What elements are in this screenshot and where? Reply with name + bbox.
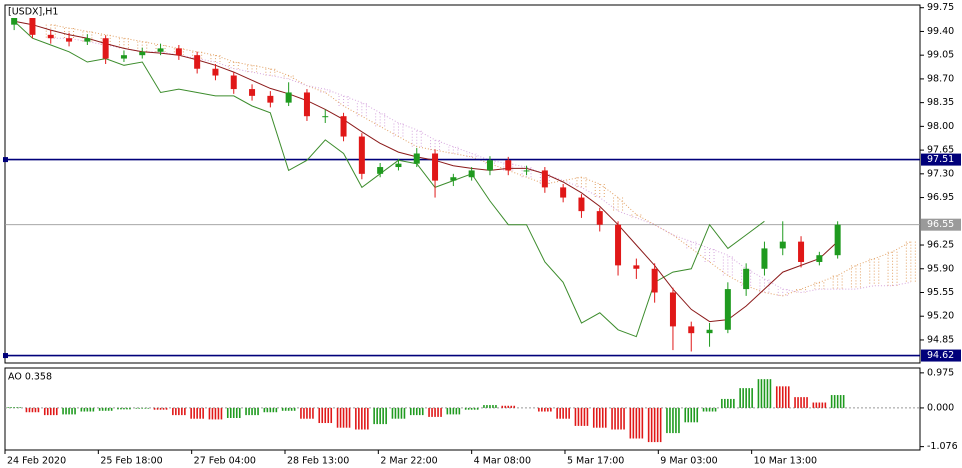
- x-tick-label: 4 Mar 08:00: [474, 456, 531, 467]
- candle-body: [11, 17, 18, 25]
- ao-panel-frame: [4, 367, 921, 451]
- indicator-line: [14, 20, 838, 323]
- indicator-line: [13, 20, 765, 338]
- candle-body: [706, 329, 713, 334]
- candle-body: [523, 170, 530, 172]
- x-tick-label: 9 Mar 03:00: [660, 456, 717, 467]
- x-tick-label: 10 Mar 13:00: [754, 456, 817, 467]
- candle-body: [413, 153, 420, 164]
- candle-body: [541, 170, 548, 188]
- y-tick-label: 99.75: [927, 2, 954, 13]
- y-tick-label: 98.70: [927, 73, 954, 84]
- y-tick-label: 95.90: [927, 263, 954, 274]
- candle-body: [669, 292, 676, 327]
- x-tick-label: 27 Feb 04:00: [194, 456, 256, 467]
- candle-body: [743, 268, 750, 290]
- last-price-label: 96.55: [927, 219, 954, 230]
- candle-body: [249, 89, 256, 96]
- candle-body: [834, 224, 841, 256]
- level-label: 94.62: [927, 350, 954, 361]
- candle-body: [322, 116, 329, 118]
- y-tick-label: 97.30: [927, 168, 954, 179]
- candle-body: [615, 224, 622, 266]
- candle-body: [285, 92, 292, 103]
- x-tick-label: 2 Mar 22:00: [380, 456, 437, 467]
- candle-body: [29, 17, 36, 35]
- level-anchor: [3, 157, 8, 163]
- last-price-box: [921, 218, 961, 231]
- y-tick-label: 0.000: [927, 402, 954, 413]
- y-tick-label: 99.40: [927, 26, 954, 37]
- candle-body: [120, 55, 127, 59]
- chart-title: [USDX],H1: [8, 7, 58, 18]
- candle-body: [798, 241, 805, 262]
- main-panel-frame: [4, 4, 921, 364]
- candle-body: [47, 34, 54, 39]
- candle-body: [633, 265, 640, 269]
- candle-body: [688, 326, 695, 334]
- y-tick-label: 98.00: [927, 121, 954, 132]
- candle-body: [505, 160, 512, 171]
- title-backdrop: [6, 6, 56, 18]
- candle-body: [139, 51, 146, 56]
- candle-body: [395, 163, 402, 168]
- x-tick-label: 5 Mar 17:00: [567, 456, 624, 467]
- candle-body: [724, 289, 731, 330]
- candle-body: [651, 268, 658, 293]
- candle-body: [468, 170, 475, 178]
- candle-body: [340, 116, 347, 137]
- y-tick-label: 95.20: [927, 311, 954, 322]
- y-tick-label: 99.05: [927, 50, 954, 61]
- candle-body: [102, 38, 109, 59]
- candle-body: [358, 136, 365, 174]
- x-tick-label: 28 Feb 13:00: [287, 456, 349, 467]
- candle-body: [212, 68, 219, 76]
- candle-body: [761, 248, 768, 269]
- candle-body: [779, 241, 786, 249]
- cloud-edge: [50, 37, 911, 294]
- candle-body: [194, 55, 201, 69]
- candle-body: [66, 38, 73, 42]
- y-tick-label: -1.076: [927, 441, 958, 452]
- y-tick-label: 98.35: [927, 97, 954, 108]
- level-label: 97.51: [927, 154, 954, 165]
- y-tick-label: 95.55: [927, 287, 954, 298]
- candle-body: [432, 153, 439, 181]
- plot-layer: 99.75 99.40 99.05 98.70 98.35 98.00 97.65 97.30…: [3, 2, 961, 467]
- level-label-box: [921, 349, 961, 362]
- y-tick-label: 97.65: [927, 145, 954, 156]
- candle-body: [560, 187, 567, 198]
- x-tick-label: 24 Feb 2020: [7, 456, 66, 467]
- candle-body: [303, 92, 310, 117]
- candle-body: [84, 38, 91, 42]
- level-label-box: [921, 153, 961, 166]
- candle-body: [157, 48, 164, 52]
- candle-body: [596, 211, 603, 225]
- candle-body: [450, 177, 457, 181]
- y-tick-label: 96.25: [927, 240, 954, 251]
- candle-body: [578, 197, 585, 212]
- y-tick-label: 0.975: [927, 367, 954, 378]
- candle-body: [486, 160, 493, 171]
- level-anchor: [3, 353, 8, 359]
- candle-body: [816, 255, 823, 262]
- candle-body: [377, 167, 384, 174]
- candle-body: [230, 75, 237, 90]
- ao-title: AO 0.358: [8, 372, 52, 383]
- candle-body: [175, 48, 182, 56]
- candle-body: [267, 95, 274, 103]
- y-tick-label: 94.85: [927, 334, 954, 345]
- y-tick-label: 96.95: [927, 192, 954, 203]
- x-tick-label: 25 Feb 18:00: [100, 456, 162, 467]
